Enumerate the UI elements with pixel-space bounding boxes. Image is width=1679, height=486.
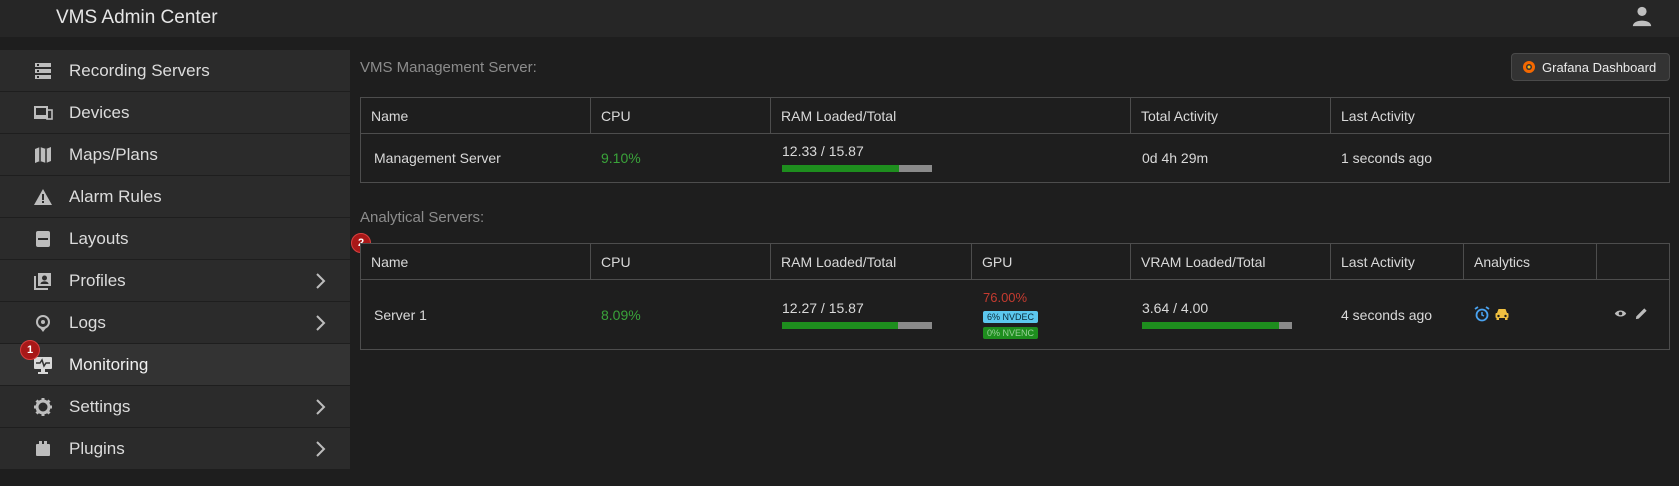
ram-usage-bar <box>782 322 932 329</box>
gpu-value: 76.00% <box>983 290 1028 305</box>
total-activity-value: 0d 4h 29m <box>1142 150 1209 166</box>
sidebar-item-label: Devices <box>69 103 130 122</box>
column-header: Analytics <box>1464 244 1597 279</box>
grafana-icon <box>1523 61 1535 73</box>
gear-icon <box>34 398 52 416</box>
server-name: Server 1 <box>374 307 427 323</box>
last-activity-value: 1 seconds ago <box>1341 150 1433 166</box>
sidebar-item-label: Settings <box>69 397 131 416</box>
cpu-value: 8.09% <box>601 307 641 323</box>
app-title: VMS Admin Center <box>56 7 218 28</box>
nvdec-badge: 6% NVDEC <box>983 311 1039 323</box>
map-icon <box>35 147 51 163</box>
vram-value: 3.64 / 4.00 <box>1142 300 1209 316</box>
sidebar-item-label: Layouts <box>69 229 129 248</box>
car-icon <box>1495 309 1509 320</box>
sidebar-item-plugins[interactable]: Plugins <box>0 428 350 470</box>
column-header: CPU <box>591 98 771 133</box>
devices-icon <box>34 106 53 120</box>
management-server-table: Name CPU RAM Loaded/Total Total Activity… <box>360 97 1670 183</box>
last-activity-value: 4 seconds ago <box>1341 307 1433 323</box>
chevron-right-icon <box>316 399 326 415</box>
column-header: Last Activity <box>1341 108 1415 124</box>
table-header-row: Name CPU RAM Loaded/Total GPU VRAM Loade… <box>361 244 1669 280</box>
sidebar-item-label: Plugins <box>69 439 125 458</box>
management-section-title: VMS Management Server: <box>360 59 537 76</box>
column-header: Name <box>361 98 591 133</box>
analytical-section-title: Analytical Servers: <box>360 209 485 226</box>
ram-value: 12.33 / 15.87 <box>782 143 864 159</box>
column-header <box>1597 244 1669 279</box>
sidebar-item-recording-servers[interactable]: Recording Servers <box>0 50 350 92</box>
server-icon <box>35 63 51 79</box>
column-header: CPU <box>591 244 771 279</box>
alarm-clock-icon <box>1474 306 1490 322</box>
analytical-servers-table: Name CPU RAM Loaded/Total GPU VRAM Loade… <box>360 243 1670 350</box>
column-header: RAM Loaded/Total <box>771 98 1131 133</box>
edit-pencil-icon[interactable] <box>1634 306 1649 321</box>
sidebar-item-settings[interactable]: Settings <box>0 386 350 428</box>
ram-value: 12.27 / 15.87 <box>782 300 864 316</box>
server-name: Management Server <box>374 150 501 166</box>
sidebar-item-label: Maps/Plans <box>69 145 158 164</box>
logs-icon <box>36 315 50 332</box>
sidebar-item-layouts[interactable]: Layouts <box>0 218 350 260</box>
sidebar-item-label: Monitoring <box>69 355 149 374</box>
cpu-value: 9.10% <box>601 150 641 166</box>
column-header: Last Activity <box>1331 244 1464 279</box>
layout-icon <box>36 231 50 247</box>
annotation-badge-1: 1 <box>20 340 40 360</box>
table-header-row: Name CPU RAM Loaded/Total Total Activity… <box>361 98 1669 134</box>
warning-icon <box>34 189 52 205</box>
sidebar-item-profiles[interactable]: Profiles <box>0 260 350 302</box>
chevron-right-icon <box>316 441 326 457</box>
profiles-icon <box>34 273 51 290</box>
monitor-icon <box>34 357 52 374</box>
column-header: RAM Loaded/Total <box>771 244 972 279</box>
sidebar-item-label: Profiles <box>69 271 126 290</box>
table-row[interactable]: Management Server 9.10% 12.33 / 15.87 0d… <box>361 134 1669 182</box>
grafana-dashboard-button[interactable]: Grafana Dashboard <box>1511 53 1670 81</box>
sidebar-item-maps-plans[interactable]: Maps/Plans <box>0 134 350 176</box>
column-header: Total Activity <box>1131 98 1331 133</box>
sidebar-item-label: Recording Servers <box>69 61 210 80</box>
sidebar-item-devices[interactable]: Devices <box>0 92 350 134</box>
sidebar-item-label: Logs <box>69 313 106 332</box>
column-header: VRAM Loaded/Total <box>1131 244 1331 279</box>
column-header: Name <box>361 244 591 279</box>
ram-usage-bar <box>782 165 932 172</box>
vram-usage-bar <box>1142 322 1292 329</box>
chevron-right-icon <box>316 273 326 289</box>
sidebar-item-alarm-rules[interactable]: Alarm Rules <box>0 176 350 218</box>
plugin-icon <box>36 441 50 456</box>
nvenc-badge: 0% NVENC <box>983 327 1039 339</box>
top-bar: VMS Admin Center <box>0 0 1679 37</box>
sidebar-nav: Recording Servers Devices Maps/Plans Ala… <box>0 50 350 470</box>
grafana-button-label: Grafana Dashboard <box>1542 59 1657 75</box>
table-row[interactable]: Server 1 8.09% 12.27 / 15.87 76.00% 6% N… <box>361 280 1669 349</box>
user-account-icon[interactable] <box>1631 5 1653 27</box>
sidebar-item-monitoring[interactable]: Monitoring <box>0 344 350 386</box>
sidebar-item-logs[interactable]: Logs <box>0 302 350 344</box>
column-header: GPU <box>972 244 1131 279</box>
view-eye-icon[interactable] <box>1614 307 1627 320</box>
sidebar-item-label: Alarm Rules <box>69 187 162 206</box>
chevron-right-icon <box>316 315 326 331</box>
